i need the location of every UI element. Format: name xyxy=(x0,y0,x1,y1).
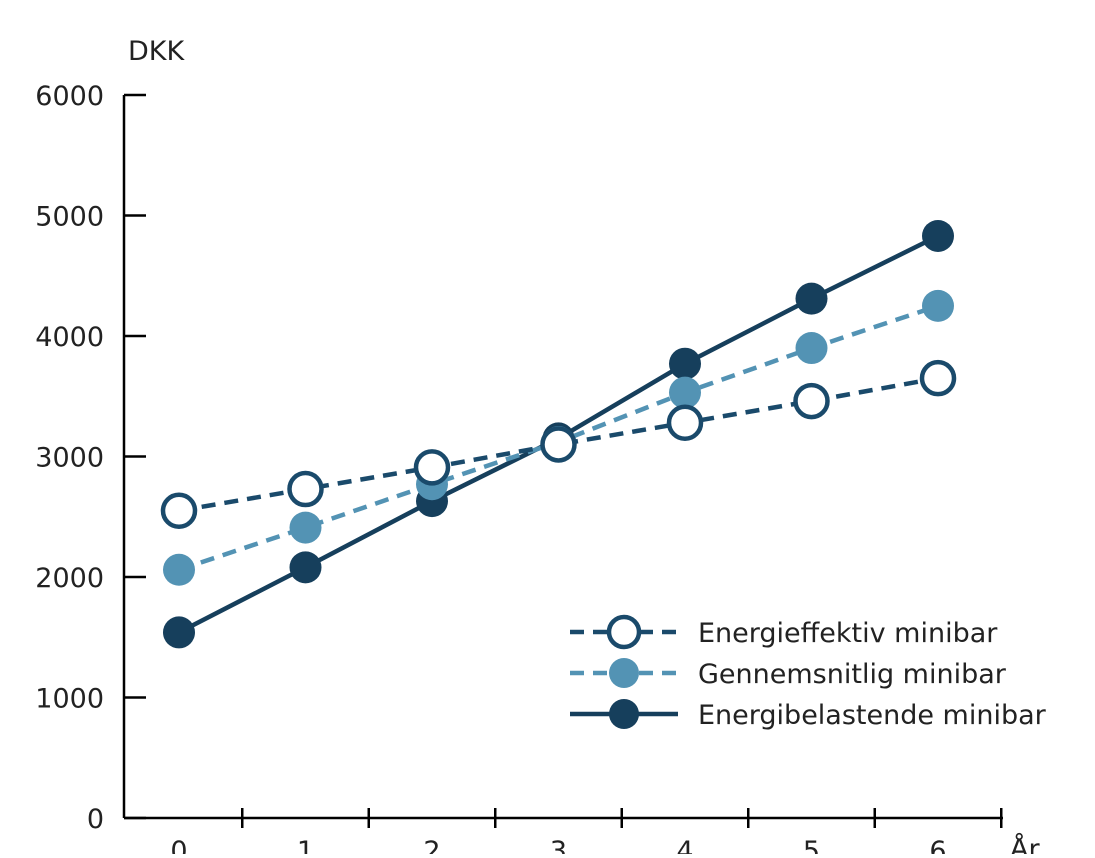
legend-marker xyxy=(609,699,639,729)
x-tick-label: 0 xyxy=(170,836,187,854)
legend-item: Energibelastende minibar xyxy=(570,699,1047,731)
data-point xyxy=(163,553,195,586)
x-tick-label: 2 xyxy=(423,836,440,854)
legend-label: Gennemsnitlig minibar xyxy=(698,659,1007,690)
data-point xyxy=(795,332,828,365)
y-tick-label: 2000 xyxy=(35,563,104,594)
data-point xyxy=(922,289,954,322)
series-0 xyxy=(160,359,957,529)
data-point xyxy=(793,382,830,420)
x-tick-label: 4 xyxy=(676,836,693,854)
y-axis-label: DKK xyxy=(128,36,185,67)
data-point xyxy=(287,470,324,508)
legend-label: Energieffektiv minibar xyxy=(698,618,998,649)
y-tick-label: 3000 xyxy=(35,443,104,474)
y-tick-label: 1000 xyxy=(35,684,104,715)
x-tick-label: 1 xyxy=(297,836,314,854)
legend: Energieffektiv minibar Gennemsnitlig mini… xyxy=(570,614,1047,731)
series-layer xyxy=(160,219,957,649)
y-tick-label: 4000 xyxy=(35,322,104,353)
x-tick-label: 3 xyxy=(550,836,567,854)
legend-label: Energibelastende minibar xyxy=(698,700,1047,731)
data-point xyxy=(922,219,954,252)
data-point xyxy=(289,551,322,584)
y-tick-label: 6000 xyxy=(35,81,104,112)
legend-item: Gennemsnitlig minibar xyxy=(570,658,1007,690)
data-point xyxy=(540,426,577,463)
data-point xyxy=(669,376,701,409)
data-point xyxy=(413,449,451,486)
data-point xyxy=(919,359,957,397)
data-point xyxy=(289,511,322,544)
legend-item: Energieffektiv minibar xyxy=(570,614,998,650)
x-axis-label: År xyxy=(1010,833,1040,854)
legend-marker xyxy=(606,614,642,650)
x-tick-label: 5 xyxy=(803,836,820,854)
y-tick-label: 0 xyxy=(87,804,104,835)
data-point xyxy=(666,404,704,442)
data-point xyxy=(669,347,701,380)
y-tick-label: 5000 xyxy=(35,202,104,233)
data-point xyxy=(795,282,828,315)
x-tick-label: 6 xyxy=(929,836,946,854)
axes: 0 1000 2000 3000 4000 5000 6000 0 1 2 3 4 5 6 DKK År xyxy=(35,36,1040,858)
legend-marker xyxy=(609,658,639,688)
data-point xyxy=(160,492,198,529)
data-point xyxy=(163,616,195,649)
